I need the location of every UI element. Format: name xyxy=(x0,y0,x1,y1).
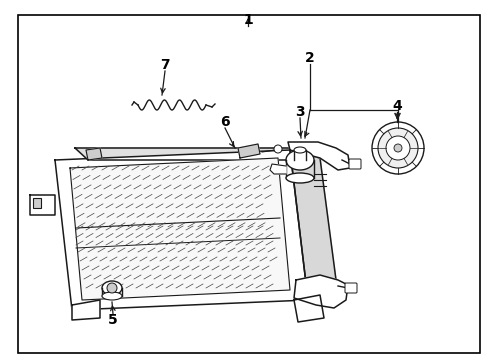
Polygon shape xyxy=(294,295,324,322)
Bar xyxy=(33,198,41,208)
Text: 1: 1 xyxy=(243,13,253,27)
Text: 7: 7 xyxy=(160,58,170,72)
Text: 5: 5 xyxy=(108,313,118,327)
FancyBboxPatch shape xyxy=(349,159,361,169)
Polygon shape xyxy=(290,150,338,300)
Text: 3: 3 xyxy=(295,105,305,119)
Circle shape xyxy=(378,128,418,168)
Text: 4: 4 xyxy=(392,99,402,113)
Polygon shape xyxy=(238,144,260,158)
Ellipse shape xyxy=(102,281,122,295)
Ellipse shape xyxy=(102,292,122,300)
Circle shape xyxy=(394,144,402,152)
Polygon shape xyxy=(288,142,350,170)
Polygon shape xyxy=(270,164,286,174)
Polygon shape xyxy=(72,300,100,320)
Ellipse shape xyxy=(286,173,314,183)
Circle shape xyxy=(386,136,410,160)
Text: 2: 2 xyxy=(305,51,315,65)
Ellipse shape xyxy=(286,150,314,170)
Circle shape xyxy=(274,145,282,153)
Polygon shape xyxy=(86,148,102,160)
Polygon shape xyxy=(70,158,290,300)
Text: 6: 6 xyxy=(220,115,230,129)
Polygon shape xyxy=(55,150,308,310)
Circle shape xyxy=(372,122,424,174)
FancyBboxPatch shape xyxy=(345,283,357,293)
Polygon shape xyxy=(30,195,55,215)
Polygon shape xyxy=(294,275,348,308)
Polygon shape xyxy=(75,148,302,160)
Ellipse shape xyxy=(294,147,306,153)
Circle shape xyxy=(107,283,117,293)
